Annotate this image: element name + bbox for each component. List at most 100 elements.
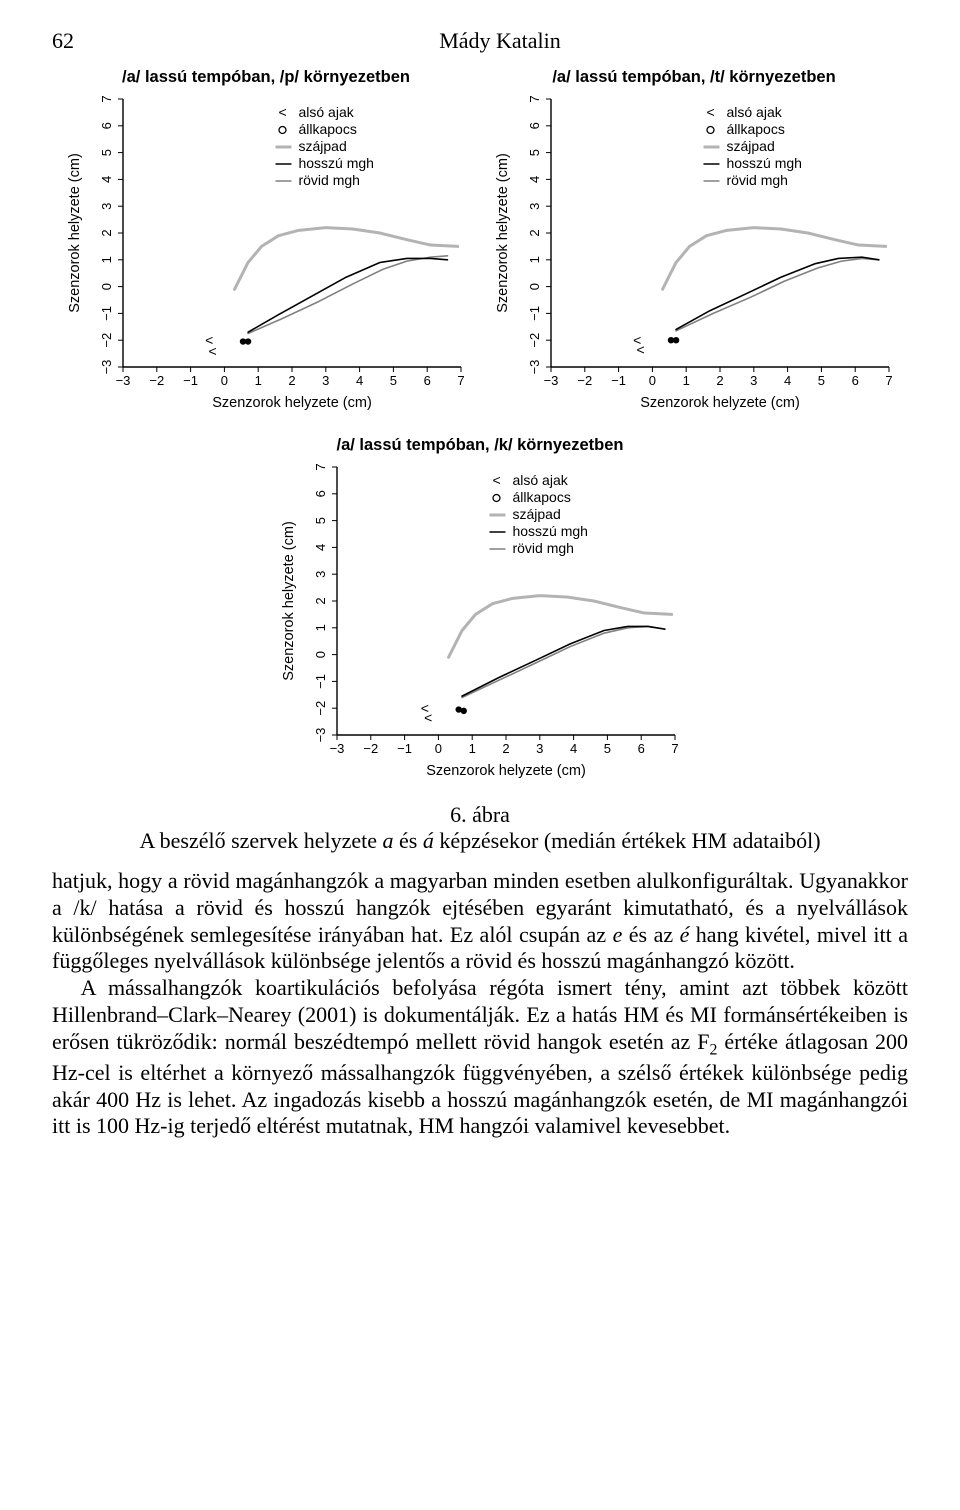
svg-text:−1: −1 [527,306,542,321]
figure-row-top: /a/ lassú tempóban, /p/ környezetben −3−… [52,68,908,430]
figure-row-mid: /a/ lassú tempóban, /k/ környezetben −3−… [52,436,908,798]
svg-text:7: 7 [99,95,114,102]
panel-t: /a/ lassú tempóban, /t/ környezetben −3 −… [489,68,899,430]
svg-text:1: 1 [683,373,690,388]
svg-text:6: 6 [99,122,114,129]
svg-text:<: < [636,342,644,358]
svg-text:Szenzorok helyzete (cm): Szenzorok helyzete (cm) [640,395,800,411]
figure-caption-line1: 6. ábra [52,802,908,828]
svg-text:alsó ajak: alsó ajak [298,104,354,120]
svg-text:hosszú mgh: hosszú mgh [512,523,587,539]
page-number: 62 [52,28,92,54]
svg-text:5: 5 [818,373,825,388]
paragraph-2: A mássalhangzók koartikulációs befolyása… [52,975,908,1140]
svg-text:6: 6 [638,741,645,756]
svg-text:0: 0 [313,651,328,658]
svg-text:−2: −2 [577,373,592,388]
svg-text:1: 1 [469,741,476,756]
svg-text:−3: −3 [116,373,131,388]
svg-text:4: 4 [356,373,363,388]
svg-text:hosszú mgh: hosszú mgh [298,155,373,171]
svg-text:hosszú mgh: hosszú mgh [726,155,801,171]
svg-text:1: 1 [99,256,114,263]
svg-text:3: 3 [99,203,114,210]
svg-text:2: 2 [716,373,723,388]
svg-text:1: 1 [313,624,328,631]
svg-text:5: 5 [604,741,611,756]
svg-text:Szenzorok helyzete (cm): Szenzorok helyzete (cm) [67,153,83,313]
caption-post: képzésekor (medián értékek HM adataiból) [434,828,821,853]
svg-text:−1: −1 [611,373,626,388]
svg-text:−2: −2 [313,701,328,716]
svg-text:szájpad: szájpad [298,138,346,154]
panel-p-title: /a/ lassú tempóban, /p/ környezetben [61,68,471,87]
short-vowel-line [462,626,665,697]
body-text: hatjuk, hogy a rövid magánhangzók a magy… [52,868,908,1140]
caption-pre: A beszélő szervek helyzete [139,828,382,853]
caption-ital-aa: á [423,828,434,853]
svg-text:1: 1 [527,256,542,263]
svg-text:−3: −3 [99,360,114,375]
svg-text:−2: −2 [527,333,542,348]
svg-text:2: 2 [99,229,114,236]
figure-caption-line2: A beszélő szervek helyzete a és á képzés… [52,828,908,854]
svg-text:0: 0 [435,741,442,756]
svg-text:−3: −3 [313,728,328,743]
svg-text:5: 5 [527,149,542,156]
svg-text:4: 4 [784,373,791,388]
svg-text:0: 0 [221,373,228,388]
svg-text:7: 7 [671,741,678,756]
svg-text:2: 2 [502,741,509,756]
panel-p: /a/ lassú tempóban, /p/ környezetben −3−… [61,68,471,430]
svg-text:5: 5 [390,373,397,388]
caption-ital-a: a [383,828,394,853]
svg-text:6: 6 [527,122,542,129]
svg-text:<: < [278,104,286,120]
running-title: Mády Katalin [92,28,908,54]
page: 62 Mády Katalin /a/ lassú tempóban, /p/ … [0,0,960,1180]
svg-text:alsó ajak: alsó ajak [512,472,568,488]
svg-text:<: < [492,472,500,488]
svg-text:4: 4 [570,741,577,756]
svg-text:0: 0 [527,283,542,290]
svg-text:−3: −3 [330,741,345,756]
svg-text:3: 3 [527,203,542,210]
svg-text:−1: −1 [183,373,198,388]
svg-text:4: 4 [99,176,114,183]
svg-text:rövid mgh: rövid mgh [512,540,573,556]
svg-text:1: 1 [255,373,262,388]
p1-mid1: és az [622,922,679,947]
svg-text:<: < [424,710,432,726]
svg-text:szájpad: szájpad [512,506,560,522]
svg-text:7: 7 [313,463,328,470]
svg-text:4: 4 [527,176,542,183]
svg-text:4: 4 [313,544,328,551]
svg-text:Szenzorok helyzete (cm): Szenzorok helyzete (cm) [495,153,511,313]
svg-text:2: 2 [527,229,542,236]
long-vowel-line [676,257,879,329]
svg-text:−1: −1 [99,306,114,321]
svg-text:5: 5 [99,149,114,156]
svg-text:−3: −3 [544,373,559,388]
svg-text:6: 6 [313,490,328,497]
panel-p-svg: −3−3−2−2−1−10011223344556677Szenzorok he… [61,95,471,425]
svg-text:2: 2 [313,597,328,604]
svg-text:7: 7 [885,373,892,388]
svg-text:alsó ajak: alsó ajak [726,104,782,120]
panel-t-title: /a/ lassú tempóban, /t/ környezetben [489,68,899,87]
svg-text:állkapocs: állkapocs [298,121,356,137]
paragraph-1: hatjuk, hogy a rövid magánhangzók a magy… [52,868,908,975]
short-vowel-line [676,258,879,330]
svg-text:szájpad: szájpad [726,138,774,154]
svg-text:−2: −2 [99,333,114,348]
svg-text:6: 6 [852,373,859,388]
svg-text:5: 5 [313,517,328,524]
caption-mid: és [394,828,423,853]
svg-text:7: 7 [527,95,542,102]
svg-text:7: 7 [457,373,464,388]
p1-ital-e: e [613,922,623,947]
svg-text:<: < [208,343,216,359]
svg-text:3: 3 [536,741,543,756]
svg-text:2: 2 [288,373,295,388]
long-vowel-line [462,626,665,696]
